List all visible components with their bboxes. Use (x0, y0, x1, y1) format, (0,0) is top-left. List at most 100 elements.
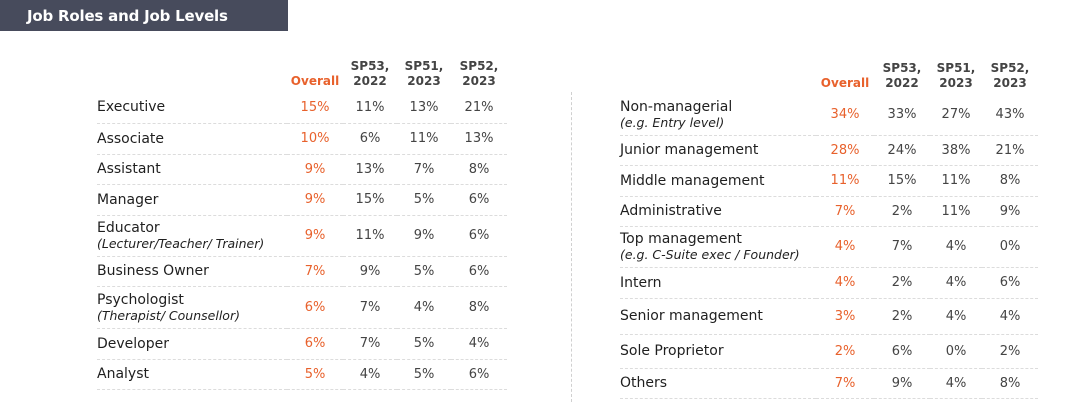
table-row: Senior management 3% 2% 4% 4% (620, 298, 1038, 335)
sp51-2023-value: 0% (930, 334, 982, 369)
table-row: Executive 15% 11% 13% 21% (97, 92, 507, 124)
sp52-2023-value: 6% (451, 359, 507, 390)
table-row: Business Owner 7% 9% 5% 6% (97, 256, 507, 287)
overall-value: 4% (816, 267, 874, 299)
sp51-2023-value: 5% (397, 256, 451, 287)
sp51-2023-value: 38% (930, 135, 982, 166)
sp53-2022-value: 13% (343, 154, 397, 185)
sp53-2022-value: 6% (874, 334, 930, 369)
table-row: Associate 10% 6% 11% 13% (97, 123, 507, 155)
sp51-2023-value: 27% (930, 94, 982, 136)
header-sp52-2023: SP52, 2023 (459, 59, 499, 88)
sp52-2023-value: 6% (982, 267, 1038, 299)
overall-value: 6% (287, 286, 343, 329)
table-header-row: Overall SP53, 2022 SP51, 2023 SP52, 2023 (620, 60, 1038, 94)
row-sublabel: (e.g. Entry level) (620, 114, 725, 130)
sp51-2023-value: 9% (397, 215, 451, 257)
row-label-cell: Junior management (620, 135, 816, 166)
overall-value: 7% (816, 196, 874, 227)
sp53-2022-value: 4% (343, 359, 397, 390)
sp52-2023-value: 21% (451, 92, 507, 124)
row-label: Intern (620, 274, 662, 291)
sp52-2023-value: 4% (982, 298, 1038, 335)
sp52-2023-value: 21% (982, 135, 1038, 166)
sp53-2022-value: 6% (343, 123, 397, 155)
row-label-cell: Top management (e.g. C-Suite exec / Found… (620, 226, 816, 268)
row-label: Analyst (97, 366, 149, 382)
table-row: Non-managerial (e.g. Entry level) 34% 33% 27… (620, 94, 1038, 136)
sp51-2023-value: 7% (397, 154, 451, 185)
column-divider (571, 92, 572, 402)
row-label-cell: Analyst (97, 359, 287, 390)
sp52-2023-value: 2% (982, 334, 1038, 369)
overall-value: 5% (287, 359, 343, 390)
row-label: Administrative (620, 203, 722, 219)
sp51-2023-value: 11% (930, 165, 982, 197)
overall-value: 3% (816, 298, 874, 335)
job-levels-table: Overall SP53, 2022 SP51, 2023 SP52, 2023 No… (620, 60, 1038, 399)
row-label-cell: Administrative (620, 196, 816, 227)
header-sp51-2023: SP51, 2023 (936, 61, 976, 90)
sp51-2023-value: 4% (397, 286, 451, 329)
row-label-cell: Executive (97, 92, 287, 124)
sp51-2023-value: 4% (930, 298, 982, 335)
sp51-2023-value: 11% (397, 123, 451, 155)
job-roles-table: Overall SP53, 2022 SP51, 2023 SP52, 2023 Ex… (97, 58, 507, 390)
row-label: Associate (97, 130, 164, 147)
sp52-2023-value: 8% (982, 368, 1038, 399)
row-label: Others (620, 375, 668, 391)
row-label-cell: Developer (97, 328, 287, 360)
header-label-spacer (620, 60, 816, 94)
row-label-cell: Assistant (97, 154, 287, 185)
header-sp53-2022: SP53, 2022 (882, 61, 922, 90)
row-sublabel: (Lecturer/Teacher/ Trainer) (97, 236, 265, 251)
table-row: Sole Proprietor 2% 6% 0% 2% (620, 334, 1038, 369)
header-sp51-2023: SP51, 2023 (404, 59, 444, 88)
sp53-2022-value: 15% (874, 165, 930, 197)
row-label: Top management (620, 231, 742, 247)
overall-value: 6% (287, 328, 343, 360)
overall-value: 11% (816, 165, 874, 197)
sp53-2022-value: 9% (874, 368, 930, 399)
section-title-text: Job Roles and Job Levels (27, 6, 228, 25)
row-sublabel: (Therapist/ Counsellor) (97, 307, 240, 323)
row-label: Senior management (620, 308, 763, 324)
table-row: Others 7% 9% 4% 8% (620, 368, 1038, 399)
sp52-2023-value: 6% (451, 215, 507, 257)
row-label: Developer (97, 335, 170, 352)
header-overall: Overall (820, 76, 870, 90)
sp53-2022-value: 24% (874, 135, 930, 166)
overall-value: 9% (287, 184, 343, 216)
table-row: Middle management 11% 15% 11% 8% (620, 165, 1038, 197)
row-label: Non-managerial (620, 98, 733, 115)
table-row: Assistant 9% 13% 7% 8% (97, 154, 507, 185)
row-label-cell: Senior management (620, 298, 816, 335)
sp53-2022-value: 2% (874, 298, 930, 335)
table-row: Developer 6% 7% 5% 4% (97, 328, 507, 360)
sp53-2022-value: 2% (874, 267, 930, 299)
table-row: Analyst 5% 4% 5% 6% (97, 359, 507, 390)
sp53-2022-value: 15% (343, 184, 397, 216)
sp51-2023-value: 4% (930, 226, 982, 268)
table-row: Psychologist (Therapist/ Counsellor) 6% 7% 4… (97, 286, 507, 329)
row-label: Executive (97, 99, 166, 116)
row-sublabel: (e.g. C-Suite exec / Founder) (620, 247, 800, 262)
overall-value: 2% (816, 334, 874, 369)
header-label-spacer (97, 58, 287, 92)
sp53-2022-value: 7% (343, 286, 397, 329)
overall-value: 15% (287, 92, 343, 124)
row-label: Educator (97, 220, 160, 236)
sp52-2023-value: 0% (982, 226, 1038, 268)
sp51-2023-value: 5% (397, 184, 451, 216)
row-label-cell: Psychologist (Therapist/ Counsellor) (97, 286, 287, 329)
overall-value: 34% (816, 94, 874, 136)
row-label-cell: Non-managerial (e.g. Entry level) (620, 94, 816, 136)
table-row: Intern 4% 2% 4% 6% (620, 267, 1038, 299)
row-label-cell: Middle management (620, 165, 816, 197)
row-label: Assistant (97, 161, 161, 177)
overall-value: 4% (816, 226, 874, 268)
overall-value: 7% (287, 256, 343, 287)
table-row: Top management (e.g. C-Suite exec / Found… (620, 226, 1038, 268)
row-label-cell: Manager (97, 184, 287, 216)
row-label: Psychologist (97, 291, 184, 308)
